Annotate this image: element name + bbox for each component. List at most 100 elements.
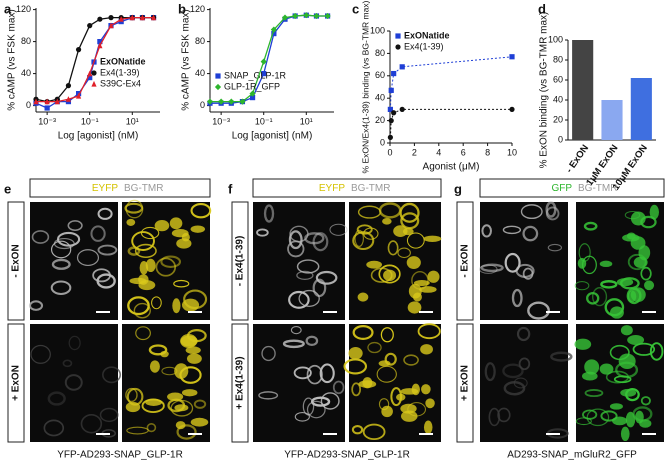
cell bbox=[630, 287, 646, 302]
cell bbox=[62, 359, 73, 368]
cell bbox=[148, 344, 168, 356]
row-label-box bbox=[231, 201, 249, 321]
marker bbox=[75, 47, 82, 53]
cell bbox=[640, 266, 652, 281]
marker bbox=[270, 26, 277, 33]
marker bbox=[324, 12, 331, 20]
cell bbox=[357, 205, 382, 219]
cell bbox=[638, 245, 651, 261]
micrograph bbox=[30, 324, 118, 442]
marker bbox=[388, 118, 394, 124]
cell bbox=[383, 269, 397, 282]
marker bbox=[97, 42, 103, 49]
cell bbox=[618, 353, 636, 370]
cell bbox=[140, 226, 160, 240]
cell bbox=[282, 339, 305, 349]
marker bbox=[249, 90, 256, 97]
panel-letter: g bbox=[454, 181, 462, 196]
cell bbox=[378, 264, 401, 284]
cell bbox=[599, 260, 613, 268]
marker bbox=[87, 23, 93, 29]
cell bbox=[403, 354, 419, 366]
cell bbox=[421, 384, 431, 395]
y-tick-label: 60 bbox=[553, 74, 563, 84]
cell bbox=[583, 221, 598, 231]
caption: YFP-AD293-SNAP_GLP-1R bbox=[284, 450, 410, 461]
cell bbox=[484, 362, 496, 382]
cell bbox=[547, 243, 563, 252]
marker bbox=[261, 71, 267, 77]
cell bbox=[363, 227, 379, 240]
cell bbox=[632, 342, 656, 356]
cell bbox=[600, 410, 618, 422]
row-label: - ExON bbox=[11, 244, 22, 277]
cell bbox=[176, 424, 197, 440]
marker bbox=[239, 98, 246, 105]
y-tick-label: 40 bbox=[553, 94, 563, 104]
cell bbox=[306, 400, 326, 419]
row-label-box bbox=[231, 323, 249, 443]
marker bbox=[54, 98, 60, 105]
cell bbox=[28, 300, 44, 311]
cell bbox=[258, 391, 279, 400]
x-tick-label: 10¹ bbox=[126, 116, 139, 126]
marker bbox=[87, 75, 93, 81]
cell bbox=[400, 388, 419, 395]
cell bbox=[126, 218, 136, 226]
cell bbox=[516, 326, 531, 342]
legend-label: ExONatide bbox=[100, 56, 146, 66]
row-label: + ExON bbox=[11, 365, 22, 401]
cell bbox=[92, 268, 111, 283]
cell bbox=[149, 360, 160, 373]
cell bbox=[545, 206, 560, 221]
cell bbox=[125, 401, 141, 413]
cell bbox=[480, 263, 504, 273]
marker bbox=[44, 98, 50, 105]
cell bbox=[138, 274, 149, 285]
cell bbox=[574, 338, 592, 350]
y-tick-label: 120 bbox=[16, 4, 31, 14]
cell bbox=[352, 231, 375, 251]
y-tick-label: 0 bbox=[380, 137, 385, 147]
x-tick-label: 4 bbox=[436, 147, 441, 157]
cell bbox=[90, 225, 106, 242]
y-axis-label: % cAMP (vs FSK max) bbox=[7, 9, 18, 111]
cell bbox=[351, 382, 362, 397]
cell bbox=[649, 342, 664, 361]
marker bbox=[387, 106, 393, 112]
cell bbox=[633, 256, 648, 269]
y-tick-label: 80 bbox=[553, 54, 563, 64]
cell bbox=[185, 346, 201, 354]
marker bbox=[33, 98, 39, 105]
micrograph bbox=[253, 324, 345, 442]
marker bbox=[509, 54, 515, 60]
series-line bbox=[36, 16, 154, 103]
cell bbox=[577, 257, 587, 269]
cell bbox=[427, 270, 440, 283]
y-axis-label: % ExON/Ex4(1-39) binding (vs BG-TMR max) bbox=[360, 0, 370, 173]
cell bbox=[134, 243, 157, 259]
cell bbox=[169, 217, 183, 230]
cell bbox=[126, 426, 149, 435]
cell bbox=[50, 240, 72, 259]
cell bbox=[133, 302, 151, 319]
cell bbox=[381, 405, 393, 418]
cell bbox=[581, 255, 597, 275]
cell bbox=[181, 298, 200, 312]
row-label-box bbox=[456, 323, 474, 443]
cell bbox=[407, 301, 422, 314]
cell bbox=[64, 374, 83, 391]
y-tick-label: 80 bbox=[375, 48, 385, 58]
row-label: - Ex4(1-39) bbox=[235, 236, 246, 287]
cell bbox=[622, 233, 640, 242]
cell bbox=[384, 352, 397, 366]
cell bbox=[141, 398, 165, 413]
cell bbox=[504, 252, 521, 273]
x-tick-label: 8 bbox=[485, 147, 490, 157]
legend-label: GLP-1R_GFP bbox=[224, 81, 280, 91]
x-axis-label: Agonist (μM) bbox=[423, 162, 480, 173]
row-label: - ExON bbox=[460, 244, 471, 277]
x-axis-label: Log [agonist] (nM) bbox=[232, 131, 313, 142]
legend-label: ExONatide bbox=[404, 30, 450, 40]
cell bbox=[171, 229, 189, 238]
